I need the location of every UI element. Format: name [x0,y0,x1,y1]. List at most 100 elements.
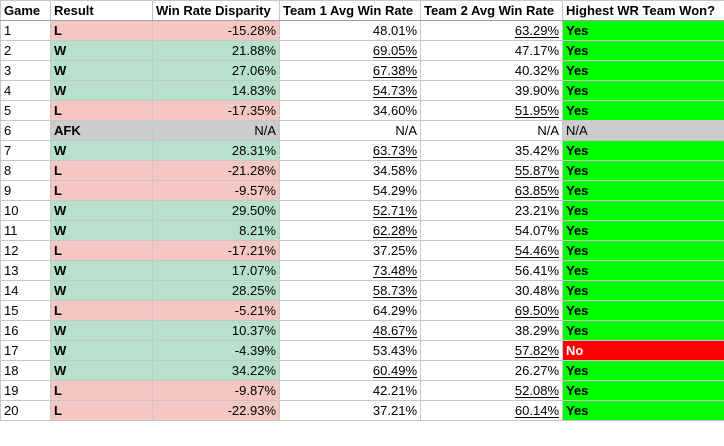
cell-highest-wr-team-won[interactable]: Yes [562,60,724,81]
cell-highest-wr-team-won[interactable]: No [562,340,724,361]
cell-highest-wr-team-won[interactable]: Yes [562,20,724,41]
cell-win-rate-disparity[interactable]: -9.57% [152,180,280,201]
header-team1-avg-win-rate[interactable]: Team 1 Avg Win Rate [279,0,421,21]
header-result[interactable]: Result [50,0,153,21]
cell-game[interactable]: 16 [0,320,51,341]
cell-game[interactable]: 11 [0,220,51,241]
cell-result[interactable]: L [50,300,153,321]
cell-highest-wr-team-won[interactable]: Yes [562,200,724,221]
cell-win-rate-disparity[interactable]: 8.21% [152,220,280,241]
cell-win-rate-disparity[interactable]: -17.35% [152,100,280,121]
cell-result[interactable]: L [50,380,153,401]
cell-result[interactable]: W [50,360,153,381]
cell-team2-avg-win-rate[interactable]: 23.21% [420,200,563,221]
cell-team2-avg-win-rate[interactable]: 38.29% [420,320,563,341]
cell-game[interactable]: 15 [0,300,51,321]
cell-team1-avg-win-rate[interactable]: 58.73% [279,280,421,301]
cell-game[interactable]: 5 [0,100,51,121]
cell-result[interactable]: L [50,20,153,41]
cell-win-rate-disparity[interactable]: 28.25% [152,280,280,301]
cell-win-rate-disparity[interactable]: 10.37% [152,320,280,341]
cell-team1-avg-win-rate[interactable]: 42.21% [279,380,421,401]
cell-win-rate-disparity[interactable]: 28.31% [152,140,280,161]
cell-team2-avg-win-rate[interactable]: 30.48% [420,280,563,301]
cell-game[interactable]: 14 [0,280,51,301]
cell-team2-avg-win-rate[interactable]: 26.27% [420,360,563,381]
cell-win-rate-disparity[interactable]: -21.28% [152,160,280,181]
cell-team2-avg-win-rate[interactable]: 57.82% [420,340,563,361]
cell-win-rate-disparity[interactable]: -9.87% [152,380,280,401]
cell-game[interactable]: 19 [0,380,51,401]
cell-team2-avg-win-rate[interactable]: 52.08% [420,380,563,401]
cell-team2-avg-win-rate[interactable]: N/A [420,120,563,141]
cell-team1-avg-win-rate[interactable]: 48.67% [279,320,421,341]
cell-highest-wr-team-won[interactable]: Yes [562,80,724,101]
cell-game[interactable]: 4 [0,80,51,101]
cell-team2-avg-win-rate[interactable]: 60.14% [420,400,563,421]
cell-result[interactable]: L [50,100,153,121]
cell-team1-avg-win-rate[interactable]: 63.73% [279,140,421,161]
cell-win-rate-disparity[interactable]: 21.88% [152,40,280,61]
header-highest-wr-team-won[interactable]: Highest WR Team Won? [562,0,724,21]
cell-win-rate-disparity[interactable]: -17.21% [152,240,280,261]
cell-win-rate-disparity[interactable]: 29.50% [152,200,280,221]
cell-team1-avg-win-rate[interactable]: N/A [279,120,421,141]
cell-win-rate-disparity[interactable]: N/A [152,120,280,141]
cell-team2-avg-win-rate[interactable]: 56.41% [420,260,563,281]
cell-highest-wr-team-won[interactable]: Yes [562,380,724,401]
cell-team2-avg-win-rate[interactable]: 63.29% [420,20,563,41]
cell-highest-wr-team-won[interactable]: Yes [562,360,724,381]
cell-team2-avg-win-rate[interactable]: 35.42% [420,140,563,161]
cell-highest-wr-team-won[interactable]: N/A [562,120,724,141]
header-game[interactable]: Game [0,0,51,21]
cell-team2-avg-win-rate[interactable]: 55.87% [420,160,563,181]
cell-win-rate-disparity[interactable]: 14.83% [152,80,280,101]
cell-win-rate-disparity[interactable]: 17.07% [152,260,280,281]
cell-team1-avg-win-rate[interactable]: 54.73% [279,80,421,101]
cell-team1-avg-win-rate[interactable]: 62.28% [279,220,421,241]
cell-game[interactable]: 13 [0,260,51,281]
cell-team1-avg-win-rate[interactable]: 64.29% [279,300,421,321]
cell-result[interactable]: L [50,240,153,261]
cell-team2-avg-win-rate[interactable]: 54.07% [420,220,563,241]
cell-team2-avg-win-rate[interactable]: 39.90% [420,80,563,101]
cell-team1-avg-win-rate[interactable]: 69.05% [279,40,421,61]
cell-result[interactable]: W [50,260,153,281]
cell-game[interactable]: 20 [0,400,51,421]
cell-team1-avg-win-rate[interactable]: 60.49% [279,360,421,381]
cell-result[interactable]: W [50,220,153,241]
cell-highest-wr-team-won[interactable]: Yes [562,220,724,241]
cell-game[interactable]: 17 [0,340,51,361]
cell-team1-avg-win-rate[interactable]: 54.29% [279,180,421,201]
cell-highest-wr-team-won[interactable]: Yes [562,320,724,341]
cell-highest-wr-team-won[interactable]: Yes [562,260,724,281]
cell-game[interactable]: 8 [0,160,51,181]
cell-team2-avg-win-rate[interactable]: 51.95% [420,100,563,121]
cell-result[interactable]: W [50,200,153,221]
cell-game[interactable]: 2 [0,40,51,61]
cell-win-rate-disparity[interactable]: 34.22% [152,360,280,381]
cell-result[interactable]: W [50,320,153,341]
cell-highest-wr-team-won[interactable]: Yes [562,40,724,61]
cell-team1-avg-win-rate[interactable]: 37.21% [279,400,421,421]
cell-result[interactable]: W [50,140,153,161]
cell-result[interactable]: W [50,340,153,361]
cell-team1-avg-win-rate[interactable]: 34.60% [279,100,421,121]
cell-game[interactable]: 1 [0,20,51,41]
cell-result[interactable]: W [50,280,153,301]
cell-game[interactable]: 10 [0,200,51,221]
cell-team1-avg-win-rate[interactable]: 67.38% [279,60,421,81]
cell-result[interactable]: W [50,40,153,61]
cell-game[interactable]: 18 [0,360,51,381]
cell-game[interactable]: 3 [0,60,51,81]
cell-highest-wr-team-won[interactable]: Yes [562,100,724,121]
cell-game[interactable]: 9 [0,180,51,201]
cell-win-rate-disparity[interactable]: -4.39% [152,340,280,361]
cell-team1-avg-win-rate[interactable]: 73.48% [279,260,421,281]
cell-highest-wr-team-won[interactable]: Yes [562,140,724,161]
cell-result[interactable]: L [50,400,153,421]
cell-team1-avg-win-rate[interactable]: 53.43% [279,340,421,361]
cell-highest-wr-team-won[interactable]: Yes [562,240,724,261]
cell-win-rate-disparity[interactable]: -15.28% [152,20,280,41]
cell-result[interactable]: L [50,180,153,201]
